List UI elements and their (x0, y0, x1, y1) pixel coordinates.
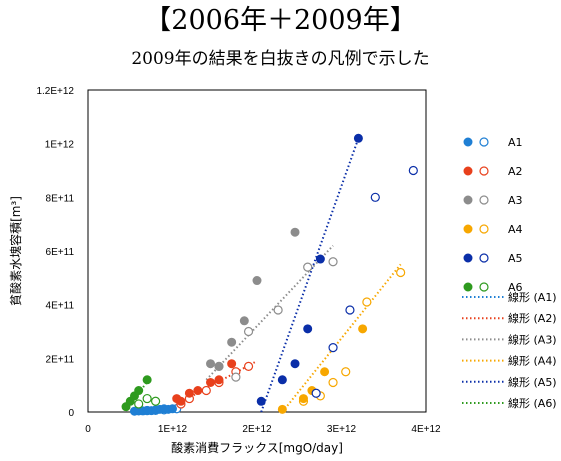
point-open-a5 (311, 388, 321, 398)
point-filled-a5 (303, 324, 313, 334)
data-points (121, 133, 418, 416)
trendlines (125, 137, 402, 413)
point-open-a3 (231, 372, 241, 382)
trendline-a3 (205, 244, 334, 381)
legend-label-a3: A3 (508, 194, 523, 207)
point-filled-a5 (315, 254, 325, 264)
point-open-a4 (328, 377, 338, 388)
legend-marker-filled (463, 137, 473, 147)
trendline-a5 (260, 137, 360, 413)
point-filled-a3 (214, 361, 224, 371)
point-open-a6 (151, 396, 161, 406)
legend-marker-filled (463, 253, 473, 263)
point-filled-a2 (193, 386, 203, 396)
y-tick-label: 8E+11 (46, 193, 75, 204)
point-filled-a2 (214, 375, 224, 385)
point-filled-a2 (206, 377, 216, 387)
point-open-a3 (243, 326, 254, 337)
x-axis-label: 酸素消費フラックス[mgO/day] (171, 440, 343, 455)
legend-trend-label: 線形 (A2) (508, 311, 557, 325)
point-filled-a3 (227, 337, 237, 347)
point-open-a3 (328, 257, 338, 267)
point-filled-a6 (134, 386, 144, 396)
point-filled-a6 (142, 375, 152, 385)
legend-trend-label: 線形 (A3) (508, 332, 557, 346)
point-open-a6 (142, 393, 152, 404)
point-filled-a4 (298, 394, 308, 404)
legend-marker-open (479, 224, 489, 234)
chart-subtitle: 2009年の結果を白抜きの凡例で示した (131, 49, 430, 69)
point-open-a5 (408, 165, 418, 176)
x-tick-label: 3E+12 (327, 424, 357, 435)
point-filled-a4 (277, 404, 287, 414)
legend-label-a6: A6 (508, 281, 523, 294)
point-open-a5 (370, 192, 380, 202)
legend-marker-filled (463, 224, 473, 234)
y-axis-label: 貧酸素水塊容積[m³] (8, 196, 23, 306)
x-tick-label: 2E+12 (242, 424, 272, 435)
legend-trend-label: 線形 (A6) (508, 396, 557, 410)
legend-label-a2: A2 (508, 165, 523, 178)
point-open-a2 (201, 385, 211, 396)
point-filled-a2 (176, 396, 186, 406)
legend-marker-filled (463, 282, 473, 292)
point-open-a3 (303, 262, 313, 272)
point-filled-a4 (320, 367, 330, 377)
legend-marker-open (479, 282, 489, 292)
legend-marker-filled (463, 166, 473, 176)
point-open-a5 (328, 343, 338, 353)
point-filled-a5 (353, 133, 363, 143)
legend-label-a4: A4 (508, 223, 523, 236)
legend-label-a1: A1 (508, 136, 523, 149)
legend-marker-filled (463, 195, 473, 205)
point-filled-a1 (168, 404, 177, 414)
point-filled-a5 (290, 359, 300, 369)
y-tick-label: 1.2E+12 (36, 86, 74, 97)
point-open-a2 (243, 361, 254, 371)
point-filled-a3 (252, 276, 262, 286)
legend-marker-open (479, 253, 489, 263)
point-filled-a2 (184, 388, 194, 398)
point-filled-a4 (358, 324, 368, 334)
legend-marker-open (479, 166, 489, 176)
x-tick-label: 1E+12 (158, 424, 188, 435)
axis-ticks: 0 1E+12 2E+12 3E+12 4E+12 0 2E+11 4E+11 6E+11 8E+… (36, 86, 441, 435)
point-open-a3 (273, 305, 283, 315)
x-tick-label: 4E+12 (411, 424, 441, 435)
y-tick-label: 6E+11 (46, 247, 75, 258)
legend-trend-label: 線形 (A4) (508, 354, 557, 368)
plot-area (87, 89, 427, 413)
point-open-a4 (396, 267, 406, 278)
y-tick-label: 1E+12 (45, 140, 75, 151)
legend-marker-open (479, 195, 489, 205)
point-open-a4 (362, 297, 372, 307)
legend-label-a5: A5 (508, 252, 523, 265)
chart-title: 【2006年＋2009年】 (144, 5, 417, 36)
legend-trend-label: 線形 (A1) (508, 290, 557, 304)
point-open-a6 (134, 399, 144, 409)
point-open-a4 (341, 367, 351, 377)
y-tick-label: 4E+11 (46, 301, 75, 312)
point-filled-a5 (277, 375, 287, 385)
x-tick-label: 0 (85, 424, 91, 435)
point-filled-a2 (227, 359, 237, 369)
y-tick-label: 0 (68, 408, 74, 419)
point-filled-a5 (256, 396, 266, 406)
point-filled-a3 (290, 227, 300, 237)
legend-trend-label: 線形 (A5) (508, 375, 557, 389)
y-tick-label: 2E+11 (46, 354, 75, 365)
point-filled-a3 (206, 359, 216, 369)
point-open-a5 (345, 305, 355, 315)
point-filled-a3 (239, 316, 249, 326)
trendline-a4 (281, 263, 402, 413)
legend-marker-open (479, 137, 489, 147)
